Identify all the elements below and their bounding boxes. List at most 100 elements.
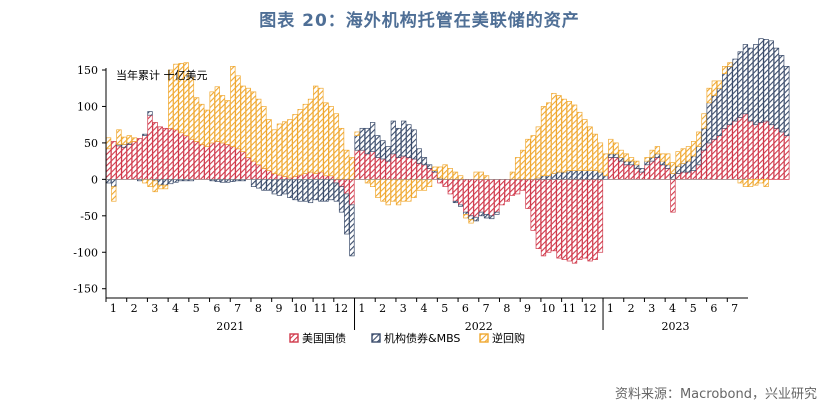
bar-repo: [173, 63, 179, 131]
bar-repo: [566, 100, 573, 171]
bar-repo: [597, 142, 604, 173]
bar-treasury: [483, 179, 490, 215]
bar-agency: [142, 133, 148, 136]
bar-treasury: [105, 148, 112, 180]
bar-repo: [276, 123, 283, 176]
bar-repo: [318, 87, 324, 173]
bar-repo: [727, 62, 733, 67]
bar-repo: [654, 146, 661, 155]
bar-treasury: [204, 146, 210, 180]
bar-agency: [685, 160, 692, 173]
bar-treasury: [219, 142, 226, 180]
bar-treasury: [654, 157, 661, 180]
bar-agency: [753, 44, 759, 126]
y-tick-label: 100: [77, 100, 98, 113]
bar-agency: [318, 179, 324, 202]
bar-repo: [147, 179, 153, 187]
x-tick-label: 7: [731, 302, 738, 315]
bar-agency: [287, 179, 293, 198]
bar-repo: [468, 219, 474, 224]
x-tick-label: 12: [334, 302, 348, 315]
bar-agency: [639, 168, 645, 173]
bar-repo: [297, 109, 303, 176]
bar-treasury: [209, 142, 215, 180]
bar-treasury: [525, 179, 531, 209]
bar-treasury: [592, 179, 598, 260]
bar-repo: [364, 179, 371, 184]
bar-repo: [608, 138, 614, 155]
bar-repo: [690, 141, 697, 157]
bar-agency: [779, 55, 785, 133]
bar-repo: [188, 76, 195, 140]
bar-agency: [297, 179, 303, 202]
bar-repo: [349, 157, 355, 180]
bar-agency: [162, 179, 169, 186]
bar-repo: [111, 186, 117, 202]
x-tick-label: 11: [562, 302, 576, 315]
year-label: 2022: [465, 320, 493, 333]
bar-treasury: [696, 164, 702, 180]
bar-repo: [240, 85, 246, 153]
bar-agency: [364, 127, 371, 155]
bar-agency: [121, 144, 127, 148]
bar-repo: [685, 146, 692, 162]
bar-agency: [219, 179, 226, 183]
source-note: 资料来源：Macrobond，兴业研究: [614, 387, 817, 402]
bar-repo: [737, 179, 743, 184]
legend-label-agency: 机构债券&MBS: [384, 331, 460, 345]
bar-agency: [665, 164, 671, 169]
bar-treasury: [173, 129, 179, 180]
bar-repo: [416, 179, 422, 191]
bar-repo: [442, 164, 448, 180]
bar-treasury: [432, 171, 438, 180]
bar-treasury: [737, 117, 743, 180]
bar-repo: [328, 106, 334, 177]
bar-repo: [478, 171, 485, 180]
bar-agency: [147, 111, 153, 116]
bar-agency: [266, 179, 272, 191]
bar-agency: [784, 66, 790, 136]
year-label: 2021: [216, 320, 244, 333]
bar-treasury: [111, 141, 117, 180]
bar-repo: [628, 157, 635, 162]
bar-treasury: [230, 146, 236, 180]
bar-repo: [380, 179, 386, 202]
x-tick-label: 8: [503, 302, 510, 315]
bar-repo: [369, 179, 376, 187]
bar-treasury: [659, 164, 666, 180]
x-tick-label: 4: [172, 302, 179, 315]
bar-treasury: [478, 179, 485, 213]
bar-repo: [634, 160, 640, 166]
bar-repo: [250, 91, 257, 162]
bar-treasury: [447, 179, 453, 195]
bar-agency: [328, 179, 334, 201]
bar-treasury: [727, 124, 733, 180]
x-tick-label: 12: [583, 302, 597, 315]
bar-treasury: [261, 168, 267, 180]
bar-treasury: [535, 179, 541, 249]
bar-repo: [183, 62, 189, 136]
bar-agency: [732, 58, 738, 122]
bar-agency: [644, 160, 650, 166]
bar-treasury: [256, 164, 262, 180]
bar-treasury: [121, 146, 127, 180]
bar-agency: [546, 175, 552, 180]
bar-treasury: [385, 160, 391, 180]
y-tick-label: 50: [84, 137, 98, 150]
bar-repo: [747, 179, 754, 187]
bar-agency: [747, 47, 754, 122]
bar-treasury: [706, 142, 712, 180]
bar-repo: [105, 137, 112, 150]
bar-repo: [483, 175, 490, 180]
bar-repo: [178, 63, 184, 134]
bar-agency: [395, 127, 402, 158]
bar-repo: [162, 184, 169, 190]
bar-agency: [675, 165, 681, 174]
bar-agency: [230, 179, 236, 182]
bar-agency: [566, 170, 573, 180]
bar-treasury: [292, 176, 298, 180]
bar-repo: [421, 179, 428, 191]
bar-treasury: [162, 127, 169, 180]
x-tick-label: 8: [255, 302, 262, 315]
